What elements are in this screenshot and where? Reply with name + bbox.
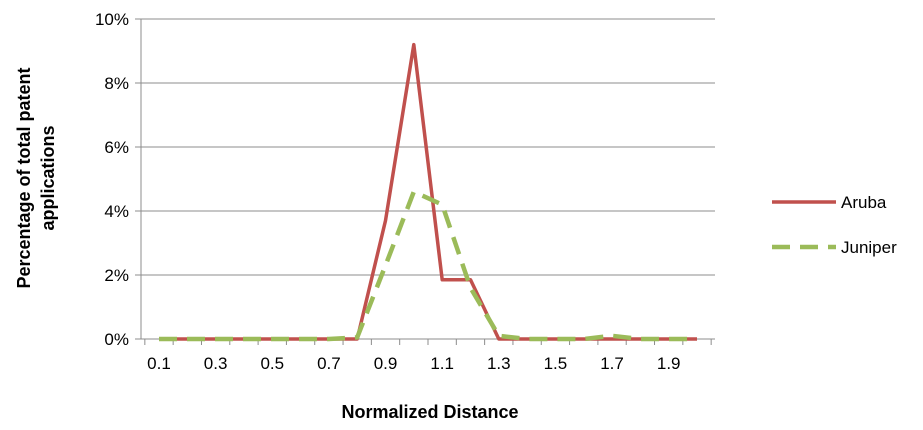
y-tick-label: 8% (104, 74, 129, 93)
legend: Aruba Juniper (772, 193, 897, 257)
x-tick-label: 0.7 (317, 354, 341, 373)
gridlines (141, 18, 715, 340)
x-tick-label: 1.5 (544, 354, 568, 373)
series-line-juniper (159, 189, 697, 342)
y-tick-label: 4% (104, 202, 129, 221)
y-tick-label: 10% (95, 10, 129, 29)
legend-label-aruba: Aruba (841, 193, 887, 212)
x-tick-label: 1.9 (657, 354, 681, 373)
y-tick-label: 0% (104, 330, 129, 349)
x-tick-label: 0.5 (260, 354, 284, 373)
legend-label-juniper: Juniper (841, 238, 897, 257)
y-axis-title: Percentage of total patent applications (14, 67, 58, 288)
y-axis-title-line-2: applications (38, 125, 58, 230)
x-tick-label: 0.3 (204, 354, 228, 373)
x-axis-ticks: 0.1 0.3 0.5 0.7 0.9 1.1 1.3 1.5 1.7 1.9 (144, 339, 712, 373)
series-lines (159, 42, 697, 342)
x-axis-title: Normalized Distance (341, 402, 518, 422)
x-tick-label: 0.9 (374, 354, 398, 373)
series-line-aruba (159, 42, 697, 341)
y-axis-ticks: 0% 2% 4% 6% 8% 10% (95, 10, 141, 349)
x-tick-label: 1.3 (487, 354, 511, 373)
x-tick-label: 1.1 (430, 354, 454, 373)
y-tick-label: 2% (104, 266, 129, 285)
y-axis-title-line-1: Percentage of total patent (14, 67, 34, 288)
x-tick-label: 1.7 (600, 354, 624, 373)
x-tick-label: 0.1 (147, 354, 171, 373)
y-tick-label: 6% (104, 138, 129, 157)
